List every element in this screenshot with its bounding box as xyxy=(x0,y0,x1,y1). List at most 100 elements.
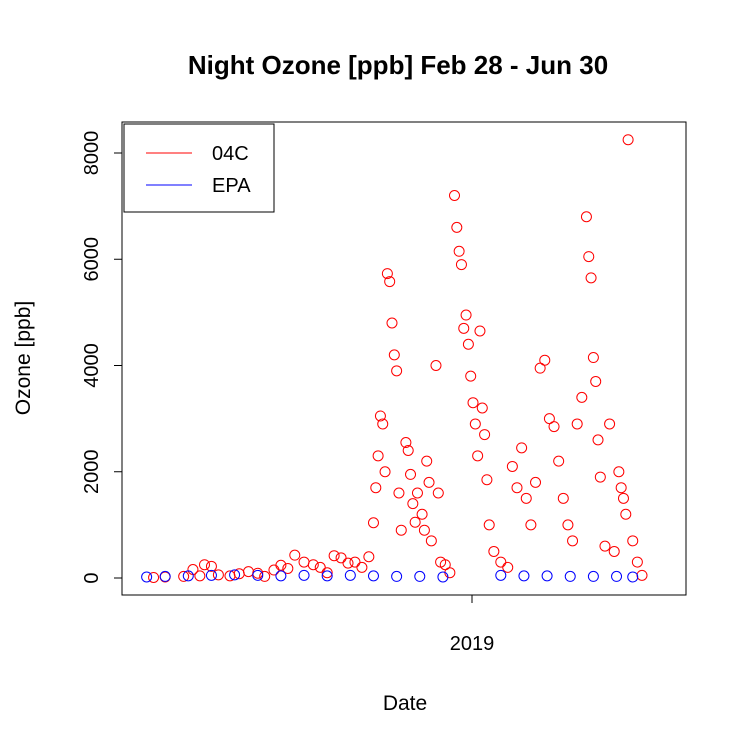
series-epa-point xyxy=(344,569,356,581)
series-04c-point xyxy=(460,309,472,321)
series-04c-point xyxy=(613,466,625,478)
series-04c-point xyxy=(520,492,532,504)
series-04c-point xyxy=(587,352,599,364)
series-04c-point xyxy=(449,190,460,201)
x-axis: 2019 xyxy=(450,595,495,655)
series-04c-point xyxy=(567,535,579,547)
series-epa-point xyxy=(541,570,553,582)
series-04c-point xyxy=(467,397,479,409)
series-04c-point xyxy=(506,460,518,472)
y-tick-label: 8000 xyxy=(81,131,103,176)
series-04c-point xyxy=(590,375,602,387)
series-04c-point xyxy=(594,471,606,483)
series-04c-point xyxy=(342,557,354,569)
legend-label-04c: 04C xyxy=(212,143,249,165)
series-04c-point xyxy=(356,561,368,573)
series-04c-point xyxy=(395,524,407,536)
series-04c-point xyxy=(458,322,470,334)
series-04c-point xyxy=(481,474,493,486)
series-04c-point xyxy=(553,455,565,467)
series-04c-point xyxy=(212,569,224,581)
series-04c-point xyxy=(421,455,433,467)
series-04c-point xyxy=(349,556,361,568)
series-epa-point xyxy=(182,570,194,582)
legend-box xyxy=(123,123,275,213)
series-04c-point xyxy=(381,268,393,280)
x-tick-label: 2019 xyxy=(450,633,495,655)
series-04c-point xyxy=(502,561,514,573)
series-04c-point xyxy=(425,535,437,547)
series-epa-point xyxy=(611,570,623,582)
series-04c-point xyxy=(608,545,620,557)
series-04c-point xyxy=(462,338,474,350)
series-04c-point xyxy=(453,245,465,257)
series-04c-point xyxy=(469,418,481,430)
series-04c-point xyxy=(592,434,604,446)
series-04c-point xyxy=(405,468,417,480)
y-tick-label: 0 xyxy=(81,572,103,583)
series-epa-point xyxy=(252,569,264,581)
series-04c-point xyxy=(585,272,597,284)
series-04c-point xyxy=(539,354,551,366)
series-epa-point xyxy=(205,569,217,581)
series-04c-point xyxy=(268,564,280,576)
legend-label-epa: EPA xyxy=(212,175,251,197)
series-04c-point xyxy=(363,551,375,563)
series-04c-point xyxy=(328,550,340,562)
series-epa-point xyxy=(275,570,287,582)
series-04c-point xyxy=(495,556,507,568)
series-epa-point xyxy=(367,570,379,582)
series-04c-point xyxy=(525,519,537,531)
series-04c-point xyxy=(636,569,648,581)
series-04c-point xyxy=(205,560,217,572)
series-epa-point xyxy=(495,569,507,581)
chart-title: Night Ozone [ppb] Feb 28 - Jun 30 xyxy=(188,50,608,80)
series-04c-point xyxy=(472,450,484,462)
series-04c-point xyxy=(571,418,583,430)
series-04c-point xyxy=(423,476,435,488)
series-04c-point xyxy=(402,445,414,456)
series-epa-point xyxy=(159,570,171,582)
series-04c-point xyxy=(418,524,430,536)
series-04c-point xyxy=(617,492,629,504)
series-04c-point xyxy=(620,508,632,520)
series-04c-point xyxy=(583,251,595,263)
legend: 04C EPA xyxy=(123,123,275,213)
series-04c-point xyxy=(488,545,500,557)
series-epa-point xyxy=(587,570,599,582)
series-epa-point xyxy=(414,570,426,582)
series-04c-point xyxy=(432,487,444,499)
series-04c-point xyxy=(367,517,379,529)
series-04c-point xyxy=(562,519,574,531)
series-04c-point xyxy=(483,519,495,531)
series-04c-point xyxy=(409,516,421,528)
y-tick-label: 2000 xyxy=(81,450,103,495)
series-04c-point xyxy=(372,450,384,462)
series-04c-point xyxy=(476,402,488,414)
series-04c-point xyxy=(289,549,301,561)
series-04c-point xyxy=(391,365,403,377)
series-04c-point xyxy=(622,134,634,146)
series-epa-point xyxy=(564,570,576,582)
series-04c-point xyxy=(430,360,442,371)
series-04c-point xyxy=(548,421,560,433)
series-04c-point xyxy=(530,476,542,488)
series-04c-point xyxy=(386,317,398,329)
series-04c-point xyxy=(384,276,396,288)
series-04c-point xyxy=(275,559,287,571)
series-epa-point xyxy=(229,569,241,581)
series-04c-point xyxy=(451,221,463,233)
series-04c-point xyxy=(298,556,310,568)
series-04c-point xyxy=(194,570,206,582)
series-04c-point xyxy=(307,559,319,571)
series-04c-point xyxy=(282,562,294,574)
y-tick-label: 4000 xyxy=(81,343,103,388)
series-04c-point xyxy=(377,418,389,430)
series-04c-point xyxy=(604,418,616,430)
series-epa-point xyxy=(437,571,449,583)
series-04c-point xyxy=(335,552,347,564)
series-04c-point xyxy=(479,429,491,441)
series-04c-point xyxy=(199,559,210,571)
series-04c-point xyxy=(393,487,405,499)
series-04c-point xyxy=(474,325,486,337)
